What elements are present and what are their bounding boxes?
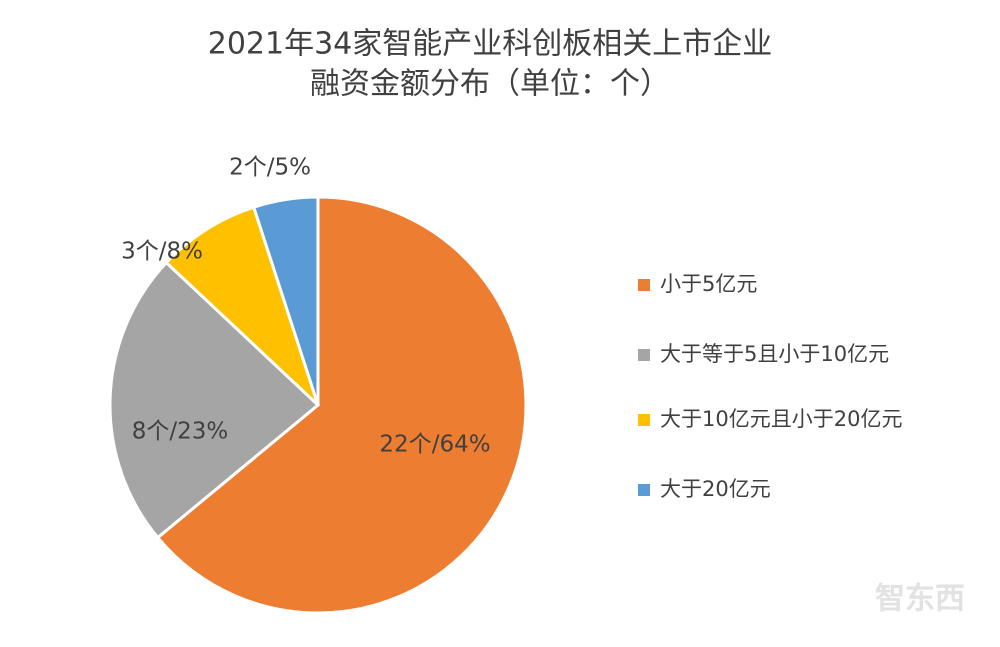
data-label: 8个/23% [132, 419, 229, 445]
legend-swatch [638, 484, 650, 496]
chart-title: 2021年34家智能产业科创板相关上市企业 [208, 27, 773, 62]
data-label: 3个/8% [121, 239, 203, 265]
data-label: 22个/64% [379, 432, 490, 458]
chart-title: 融资金额分布（单位：个） [310, 67, 670, 102]
pie-slice [164, 205, 320, 407]
pie-slice [108, 260, 321, 540]
legend-label: 大于20亿元 [660, 477, 771, 501]
legend-label: 大于10亿元且小于20亿元 [660, 407, 902, 431]
legend-swatch [638, 349, 650, 361]
pie-slice [251, 195, 320, 406]
pie-slice [155, 195, 528, 615]
legend-swatch [638, 414, 650, 426]
watermark: 智东西 [875, 582, 965, 617]
legend-label: 大于等于5且小于10亿元 [660, 342, 889, 366]
legend-label: 小于5亿元 [660, 272, 757, 296]
legend-swatch [638, 279, 650, 291]
data-label: 2个/5% [229, 155, 311, 181]
